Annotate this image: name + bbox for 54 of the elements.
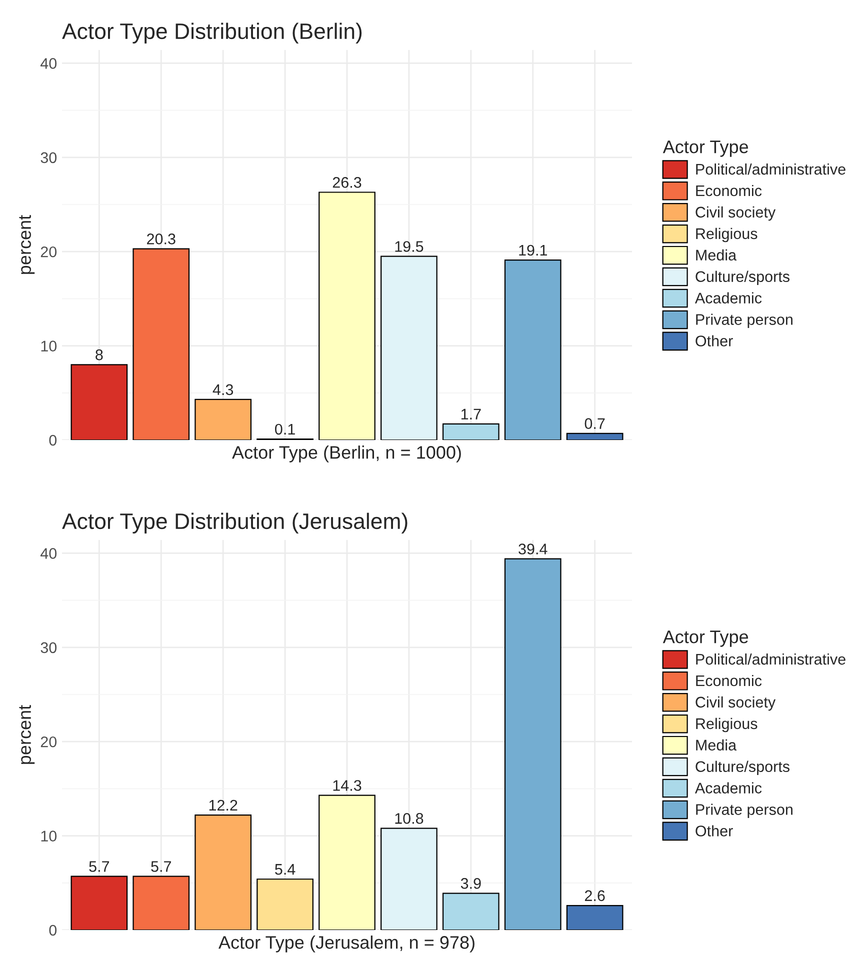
legend-label: Religious: [696, 718, 758, 732]
data-label: 4.3: [212, 384, 234, 396]
y-tick-label: 0: [49, 434, 57, 446]
data-label: 19.1: [519, 244, 547, 256]
data-label: 26.3: [332, 177, 362, 188]
data-label: 8: [96, 349, 103, 360]
y-tick-label: 30: [40, 152, 57, 164]
legend-label: Religious: [696, 228, 758, 242]
legend-label: Academic: [694, 292, 762, 304]
legend-title: Actor Type: [662, 140, 748, 157]
legend-label: Culture/sports: [696, 270, 790, 286]
data-label: 3.9: [460, 878, 481, 889]
legend-label: Academic: [694, 782, 762, 794]
chart-title: Actor Type Distribution (Berlin): [62, 22, 362, 44]
data-label: 2.6: [584, 890, 605, 902]
legend-title: Actor Type: [662, 630, 748, 647]
data-label: 5.7: [89, 861, 110, 872]
legend-label: Civil society: [696, 206, 776, 221]
y-tick-label: 10: [41, 340, 57, 352]
y-tick-label: 10: [41, 830, 57, 842]
legend-label: Private person: [696, 804, 792, 818]
x-axis-title: Actor Type (Jerusalem, n = 978): [218, 936, 474, 952]
y-tick-label: 30: [40, 642, 57, 654]
data-label: 14.3: [333, 780, 362, 791]
y-tick-label: 40: [40, 548, 57, 559]
data-label: 5.4: [275, 864, 296, 875]
data-label: 1.7: [461, 408, 481, 420]
legend-label: Other: [696, 825, 733, 836]
legend-label: Economic: [696, 184, 762, 196]
data-label: 5.7: [151, 861, 171, 872]
legend-label: Political/administrative: [696, 163, 846, 175]
data-label: 0.7: [584, 418, 605, 429]
y-tick-label: 20: [40, 736, 57, 748]
chart-title: Actor Type Distribution (Jerusalem): [62, 512, 408, 534]
y-tick-label: 40: [40, 58, 57, 69]
data-label: 12.2: [209, 800, 238, 811]
legend-label: Economic: [696, 674, 762, 686]
data-label: 0.1: [275, 424, 295, 435]
x-axis-title: Actor Type (Berlin, n = 1000): [232, 446, 461, 462]
legend-label: Civil society: [696, 696, 776, 711]
y-tick-label: 20: [40, 246, 57, 258]
y-axis-title: percent: [19, 705, 35, 764]
y-axis-title: percent: [19, 215, 35, 274]
legend-label: Private person: [696, 314, 792, 328]
y-tick-label: 0: [49, 924, 57, 936]
data-label: 10.8: [395, 813, 424, 824]
data-label: 39.4: [518, 544, 548, 554]
legend-label: Media: [696, 249, 737, 261]
data-label: 19.5: [395, 241, 424, 252]
legend-label: Other: [696, 335, 733, 346]
legend-label: Media: [696, 739, 737, 751]
data-label: 20.3: [147, 234, 176, 244]
legend-label: Culture/sports: [696, 760, 790, 776]
legend-label: Political/administrative: [696, 653, 846, 665]
